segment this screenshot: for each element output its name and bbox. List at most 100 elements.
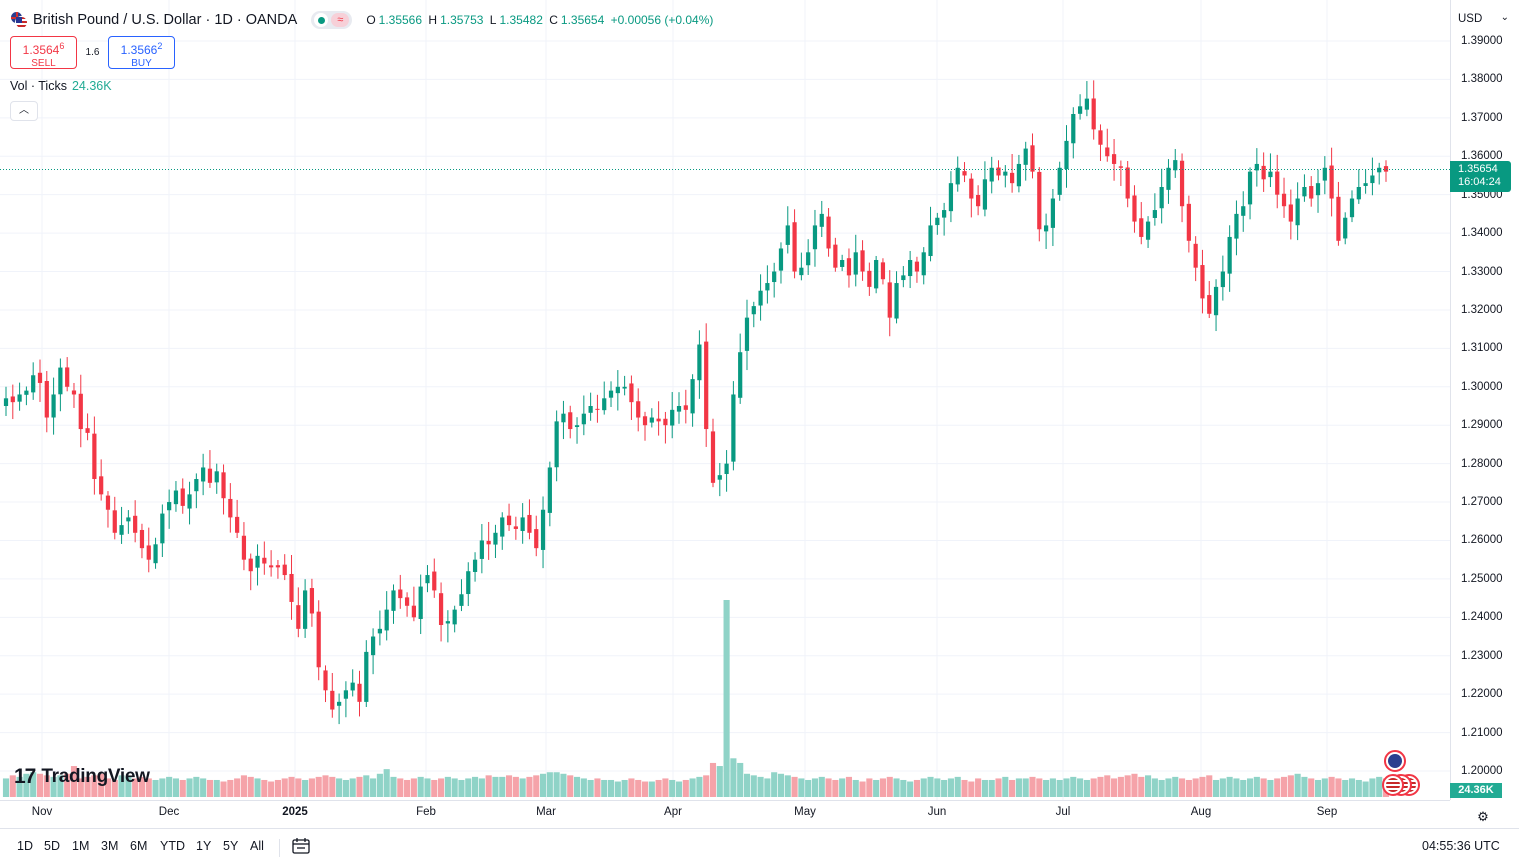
currency-select[interactable]: USD ⌄ <box>1451 8 1513 32</box>
volume-bar <box>98 773 105 797</box>
candle-body <box>71 390 77 395</box>
symbol-legend: British Pound / U.S. Dollar · 1D · OANDA… <box>10 9 716 31</box>
volume-bar <box>193 776 200 797</box>
price-tick-label: 1.32000 <box>1461 303 1503 316</box>
candle-body <box>269 565 274 568</box>
range-3m-button[interactable]: 3M <box>101 839 119 853</box>
candle-body <box>581 413 586 425</box>
utc-clock[interactable]: 04:55:36 UTC <box>1422 839 1500 853</box>
market-status-pill[interactable]: ≈ <box>311 11 353 29</box>
volume-bar <box>512 776 519 797</box>
candle-body <box>255 555 260 568</box>
candle-body <box>819 213 824 227</box>
volume-bar <box>519 778 526 797</box>
collapse-legend-button[interactable]: ︿ <box>10 101 38 121</box>
candle-body <box>1125 167 1130 199</box>
candle-body <box>1159 187 1164 209</box>
candle-body <box>153 544 158 564</box>
volume-bar <box>893 778 900 797</box>
volume-bar <box>981 779 988 797</box>
range-1d-button[interactable]: 1D <box>17 839 33 853</box>
volume-bar <box>240 775 247 797</box>
volume-bar <box>288 776 295 797</box>
range-6m-button[interactable]: 6M <box>130 839 148 853</box>
candle-body <box>51 394 56 418</box>
volume-bar <box>709 762 717 797</box>
volume-bar <box>696 776 703 797</box>
chevron-down-icon: ⌄ <box>1500 12 1509 23</box>
candlestick-chart[interactable] <box>0 0 1450 800</box>
range-1y-button[interactable]: 1Y <box>196 839 212 853</box>
volume-bar <box>682 779 689 797</box>
calendar-range-icon[interactable] <box>291 837 311 855</box>
volume-bar <box>621 779 628 797</box>
volume-bar <box>1342 779 1349 797</box>
candle-body <box>574 425 580 428</box>
volume-bar <box>308 778 315 797</box>
volume-bar <box>1117 776 1124 797</box>
candle-body <box>874 260 879 289</box>
volume-bar <box>132 778 139 797</box>
candle-body <box>880 262 886 280</box>
volume-bar <box>546 772 553 797</box>
volume-bar <box>1199 776 1206 797</box>
candle-body <box>133 515 138 533</box>
tradingview-logo[interactable]: 17 TradingView <box>14 764 150 790</box>
candle-body <box>85 428 90 433</box>
symbol-title[interactable]: British Pound / U.S. Dollar · 1D · OANDA <box>33 12 298 28</box>
sell-button[interactable]: 1.35646 SELL <box>10 36 77 69</box>
volume-bar <box>1179 778 1186 797</box>
buy-button[interactable]: 1.35662 BUY <box>108 36 175 69</box>
volume-bar <box>234 778 241 797</box>
volume-bar <box>356 776 363 797</box>
economic-events[interactable] <box>1378 748 1424 800</box>
range-ytd-button[interactable]: YTD <box>160 839 185 853</box>
uk-event-icon[interactable] <box>1384 750 1406 772</box>
volume-bar <box>1172 776 1179 797</box>
volume-bar <box>975 778 982 797</box>
candle-body <box>1152 210 1157 218</box>
candle-body <box>1091 98 1096 130</box>
price-tick-label: 1.31000 <box>1461 342 1503 355</box>
volume-bar <box>1145 775 1152 797</box>
candle-body <box>683 405 688 410</box>
volume-bar <box>84 776 91 797</box>
us-event-icon[interactable] <box>1382 774 1404 796</box>
volume-bar <box>492 776 499 797</box>
volume-bar <box>1029 776 1036 797</box>
volume-bar <box>873 779 880 797</box>
candle-body <box>10 396 15 403</box>
range-all-button[interactable]: All <box>250 839 264 853</box>
candle-body <box>282 564 287 576</box>
range-1m-button[interactable]: 1M <box>72 839 90 853</box>
volume-bar <box>315 776 322 797</box>
volume-bar <box>64 773 71 797</box>
price-scale[interactable]: 1.39000 1.38000 1.37000 1.36000 1.35000 1.340… <box>1450 0 1519 800</box>
volume-bar <box>1274 778 1281 797</box>
candle-body <box>622 386 627 389</box>
volume-bar <box>689 778 696 797</box>
volume-bar <box>200 778 207 797</box>
candle-body <box>289 573 294 602</box>
volume-legend[interactable]: Vol · Ticks 24.36K <box>10 79 112 93</box>
range-5y-button[interactable]: 5Y <box>223 839 239 853</box>
volume-bar <box>9 775 16 797</box>
candle-body <box>935 217 940 226</box>
range-5d-button[interactable]: 5D <box>44 839 60 853</box>
volume-bar <box>675 781 683 797</box>
volume-bar <box>444 776 451 797</box>
settings-icon[interactable]: ⚙ <box>1477 809 1489 824</box>
candle-body <box>1220 271 1225 288</box>
volume-bar <box>811 778 819 797</box>
time-scale[interactable]: Nov Dec 2025 Feb Mar Apr May Jun Jul Aug Sep <box>0 800 1450 828</box>
candle-body <box>921 252 926 276</box>
candle-body <box>887 282 892 318</box>
candle-body <box>928 225 933 257</box>
volume-bar <box>1233 778 1240 797</box>
volume-bar <box>798 778 805 797</box>
candle-body <box>1050 198 1056 228</box>
volume-bar <box>417 776 424 797</box>
volume-bar <box>431 779 438 797</box>
volume-bar <box>995 778 1002 797</box>
chart-area[interactable] <box>0 0 1450 800</box>
